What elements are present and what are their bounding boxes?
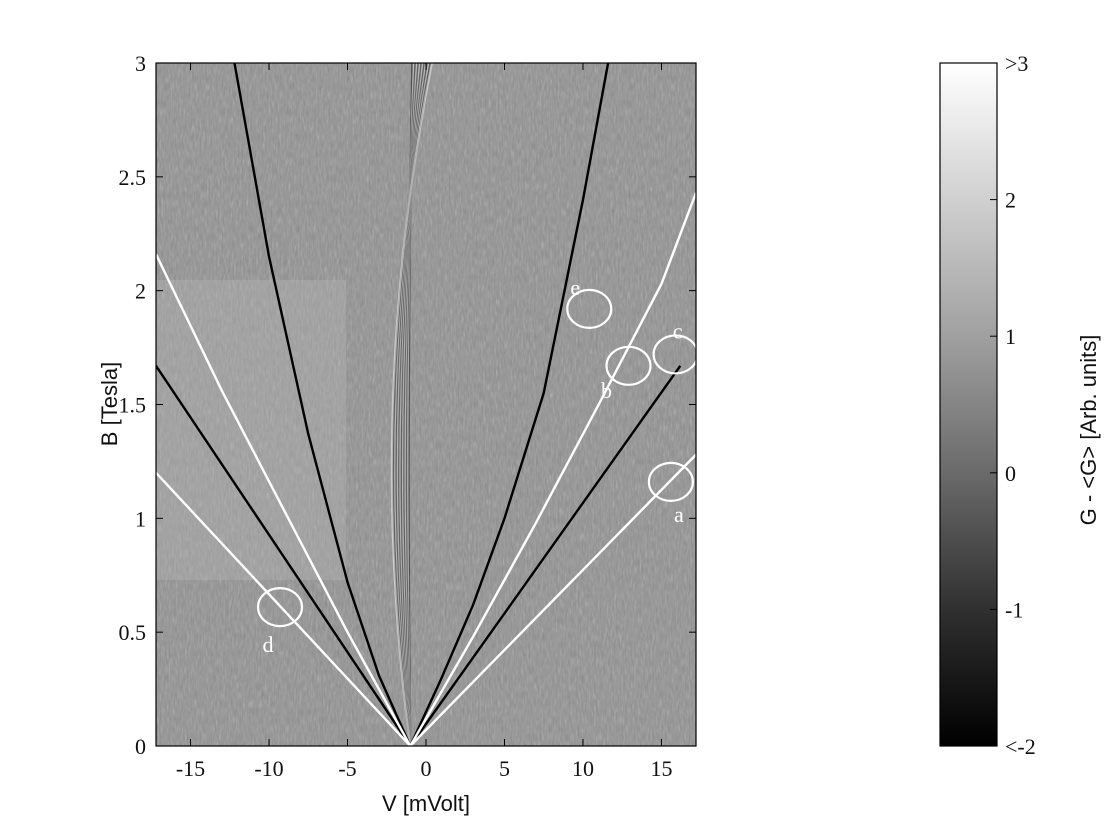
- feature-marker-circle: [605, 345, 652, 386]
- y-tick-label: 3: [135, 51, 146, 76]
- y-tick-label: 0.5: [119, 620, 147, 645]
- colorbar-tick-label: <-2: [1005, 734, 1036, 759]
- x-tick-label: 5: [499, 756, 510, 781]
- colorbar-tick-label: 1: [1005, 324, 1016, 349]
- fringe-line: [390, 63, 433, 746]
- feature-marker-label: b: [601, 378, 612, 403]
- y-axis: 0 0.5 1 1.5 2 2.5 3: [119, 51, 696, 759]
- x-axis-label: V [mVolt]: [382, 791, 470, 816]
- x-tick-label: 15: [650, 756, 672, 781]
- colorbar-tick-label: -1: [1005, 597, 1023, 622]
- colorbar-tick-label: 0: [1005, 461, 1016, 486]
- heatmap-fringes: [390, 63, 433, 746]
- feature-marker-label: e: [570, 275, 580, 300]
- feature-marker-label: d: [263, 632, 274, 657]
- x-tick-label: 0: [421, 756, 432, 781]
- colorbar-tick-label: >3: [1005, 51, 1028, 76]
- feature-marker-circle: [652, 334, 699, 375]
- feature-marker-label: a: [674, 502, 684, 527]
- heatmap: [156, 63, 696, 746]
- heatmap-noisy-region: [156, 280, 346, 580]
- y-tick-label: 2.5: [119, 165, 147, 190]
- feature-marker-circle: [256, 587, 304, 628]
- model-curve: [156, 453, 696, 746]
- x-tick-label: 10: [572, 756, 594, 781]
- y-tick-label: 0: [135, 734, 146, 759]
- model-curve: [156, 365, 682, 746]
- feature-marker-circle: [647, 461, 694, 503]
- y-tick-label: 2: [135, 279, 146, 304]
- model-curves: [156, 63, 696, 746]
- heatmap-noise: [156, 63, 696, 746]
- colorbar-label: G - <G> [Arb. units]: [1076, 335, 1101, 526]
- y-tick-label: 1.5: [119, 393, 147, 418]
- x-axis: -15 -10 -5 0 5 10 15: [176, 63, 672, 781]
- model-curve: [156, 192, 696, 746]
- feature-markers: a b c d e: [256, 275, 699, 657]
- colorbar-axis: >3 2 1 0 -1 <-2: [990, 51, 1036, 759]
- x-tick-label: -15: [176, 756, 205, 781]
- y-tick-label: 1: [135, 506, 146, 531]
- feature-marker-label: c: [673, 318, 683, 343]
- model-curve: [233, 63, 610, 746]
- feature-marker-circle: [566, 288, 613, 329]
- x-tick-label: -10: [254, 756, 283, 781]
- colorbar-tick-label: 2: [1005, 188, 1016, 213]
- x-tick-label: -5: [338, 756, 356, 781]
- colorbar: [939, 62, 998, 747]
- y-axis-label: B [Tesla]: [97, 362, 122, 446]
